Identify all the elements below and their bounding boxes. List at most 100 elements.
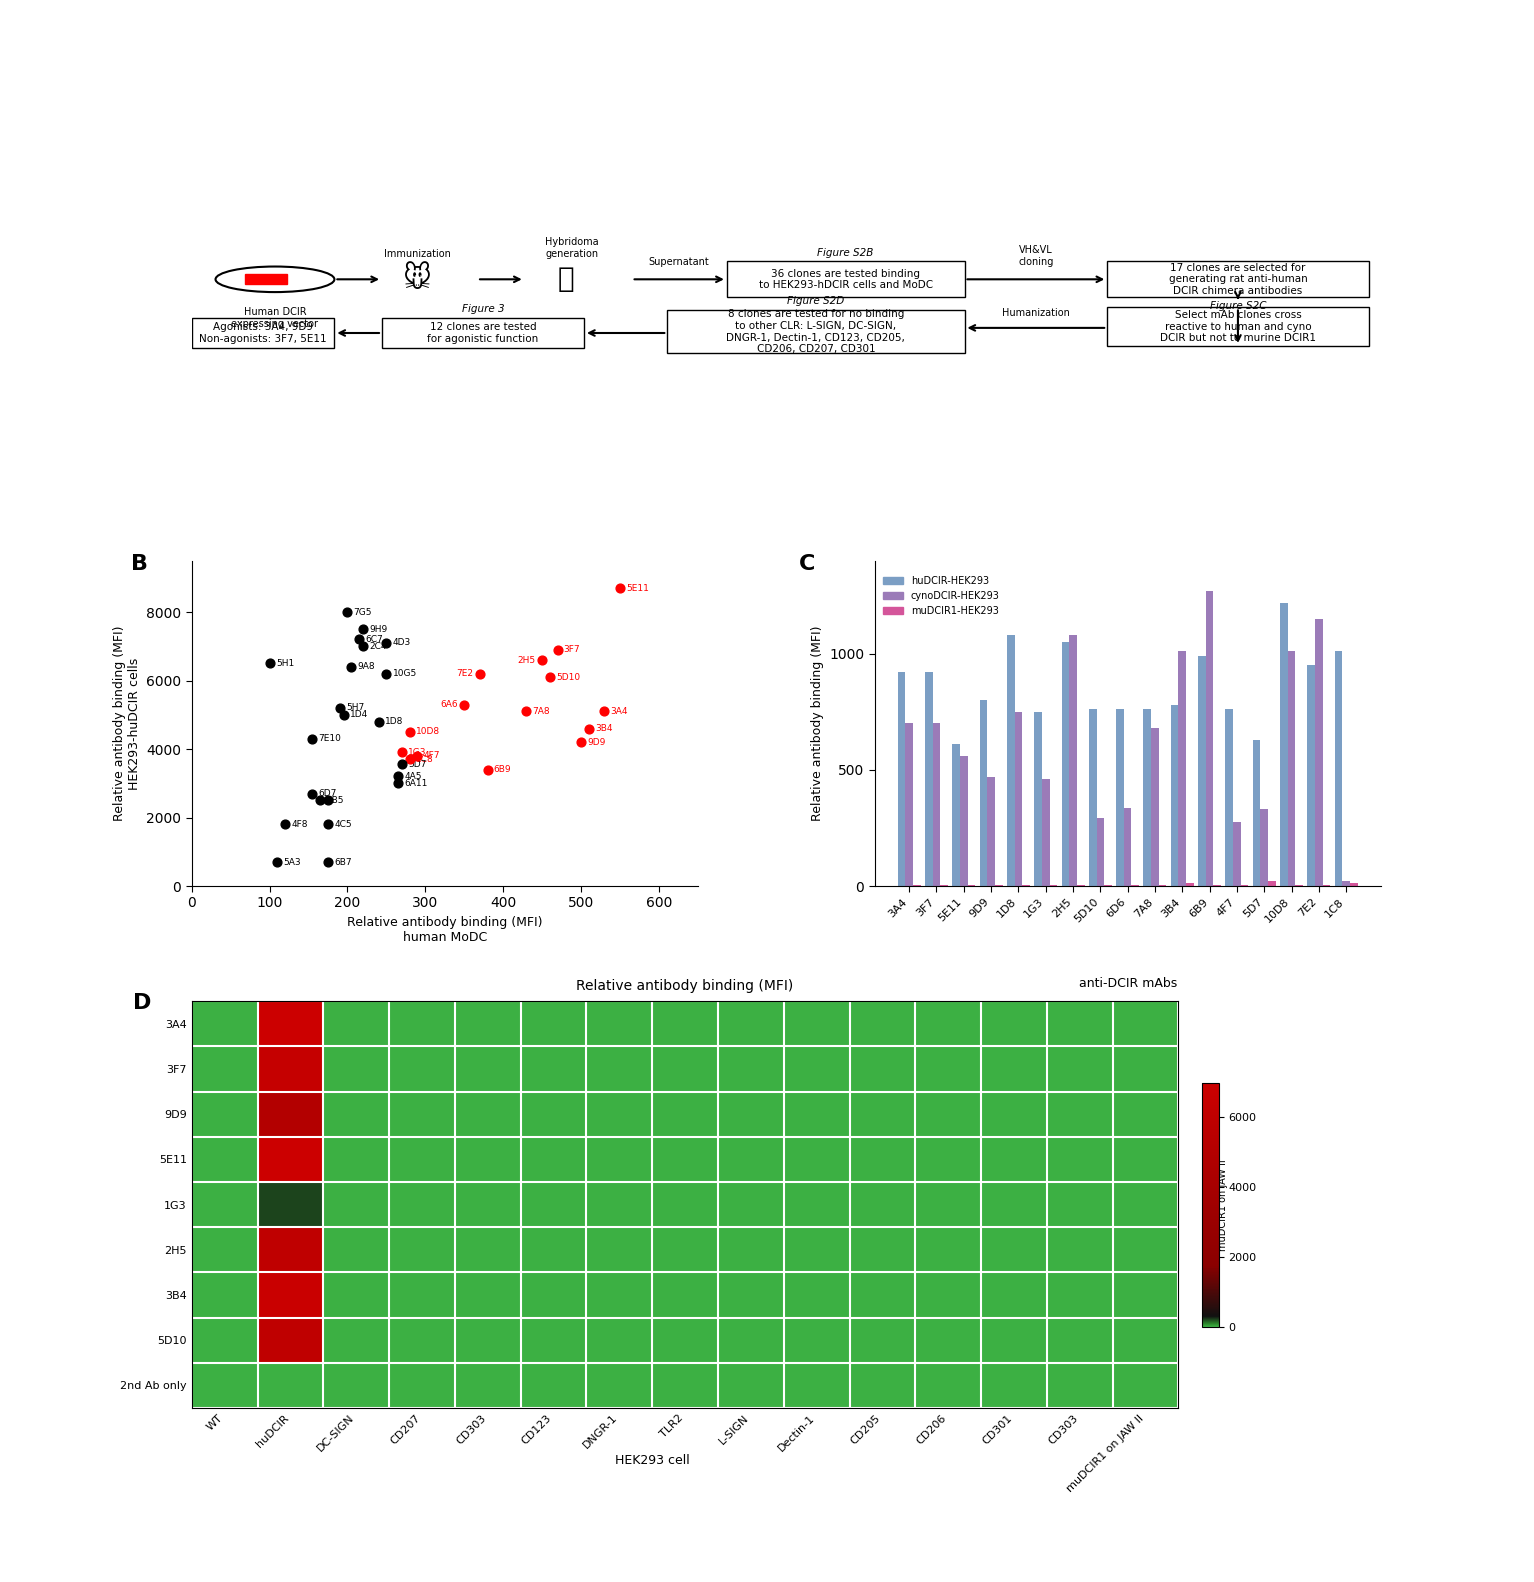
Text: Figure S2D: Figure S2D xyxy=(787,296,845,307)
Text: 6B7: 6B7 xyxy=(334,857,351,867)
Text: 🦠: 🦠 xyxy=(558,266,575,293)
Text: Figure S2C: Figure S2C xyxy=(1210,301,1266,312)
Bar xyxy=(1097,818,1104,886)
Bar xyxy=(1178,652,1186,886)
FancyBboxPatch shape xyxy=(667,310,965,353)
Bar xyxy=(1253,740,1261,886)
FancyBboxPatch shape xyxy=(192,318,334,348)
Text: 36 clones are tested binding
to HEK293-hDCIR cells and MoDC: 36 clones are tested binding to HEK293-h… xyxy=(758,269,933,290)
Text: muDCIR1 on JAW II: muDCIR1 on JAW II xyxy=(1218,1158,1227,1250)
Text: Agonists: 3A4, 9D9
Non-agonists: 3F7, 5E11: Agonists: 3A4, 9D9 Non-agonists: 3F7, 5E… xyxy=(199,323,327,343)
Bar xyxy=(1143,709,1150,886)
Text: 4D3: 4D3 xyxy=(393,639,411,647)
Bar xyxy=(960,756,968,886)
Bar xyxy=(925,672,933,886)
Bar xyxy=(1014,712,1022,886)
Point xyxy=(339,655,364,680)
Point xyxy=(351,617,376,642)
Text: B: B xyxy=(130,554,149,574)
Text: 🐭: 🐭 xyxy=(403,266,433,293)
Text: 5D7: 5D7 xyxy=(408,759,426,769)
Y-axis label: Relative antibody binding (MFI)
HEK293-huDCIR cells: Relative antibody binding (MFI) HEK293-h… xyxy=(112,625,141,821)
Point xyxy=(453,691,477,717)
Point xyxy=(347,626,371,652)
Text: 4B5: 4B5 xyxy=(327,796,344,805)
Text: 5A3: 5A3 xyxy=(284,857,301,867)
Text: 6A11: 6A11 xyxy=(405,778,428,788)
Text: 3A4: 3A4 xyxy=(611,707,627,717)
Point xyxy=(367,709,391,734)
Point xyxy=(273,812,298,837)
FancyBboxPatch shape xyxy=(1108,261,1368,297)
Point xyxy=(607,576,632,601)
Point xyxy=(592,699,617,725)
Bar xyxy=(1226,709,1233,886)
Text: 7E2: 7E2 xyxy=(457,669,474,679)
Point xyxy=(468,661,492,687)
Bar xyxy=(1034,712,1042,886)
FancyBboxPatch shape xyxy=(382,318,584,348)
Text: 12 clones are tested
for agonistic function: 12 clones are tested for agonistic funct… xyxy=(428,323,538,343)
Point xyxy=(390,751,414,777)
Text: anti-DCIR mAbs: anti-DCIR mAbs xyxy=(1078,978,1177,990)
Point xyxy=(385,764,410,789)
Bar xyxy=(1150,728,1158,886)
Point xyxy=(514,699,538,725)
Point xyxy=(374,661,399,687)
Bar xyxy=(1307,666,1315,886)
Text: 10G5: 10G5 xyxy=(393,669,417,679)
Text: Hybridoma
generation: Hybridoma generation xyxy=(546,237,598,259)
FancyBboxPatch shape xyxy=(1108,307,1368,346)
Point xyxy=(577,717,601,742)
Bar xyxy=(1233,823,1241,886)
Text: Humanization: Humanization xyxy=(1002,307,1069,318)
Bar xyxy=(1069,634,1077,886)
Text: 4C5: 4C5 xyxy=(334,819,351,829)
Text: 6A6: 6A6 xyxy=(440,701,459,709)
Text: 7E10: 7E10 xyxy=(319,734,342,744)
Bar xyxy=(1315,619,1322,886)
Text: 4A5: 4A5 xyxy=(405,772,422,782)
Point xyxy=(351,634,376,660)
Text: 6D7: 6D7 xyxy=(319,789,337,797)
Text: 17 clones are selected for
generating rat anti-human
DCIR chimera antibodies: 17 clones are selected for generating ra… xyxy=(1169,263,1307,296)
Bar xyxy=(1206,592,1213,886)
Text: 3B4: 3B4 xyxy=(595,725,612,732)
Text: 5H1: 5H1 xyxy=(276,660,295,668)
X-axis label: Relative antibody binding (MFI)
human MoDC: Relative antibody binding (MFI) human Mo… xyxy=(347,916,543,944)
Text: Supernatant: Supernatant xyxy=(649,256,710,266)
Text: 5D10: 5D10 xyxy=(555,672,580,682)
Text: 2C4: 2C4 xyxy=(370,642,387,650)
Point xyxy=(374,630,399,655)
Text: Human DCIR
expressing vector: Human DCIR expressing vector xyxy=(232,307,319,329)
FancyBboxPatch shape xyxy=(727,261,965,297)
Bar xyxy=(1350,883,1358,886)
Bar xyxy=(980,701,988,886)
Text: 9D9: 9D9 xyxy=(588,737,606,747)
Text: 4F8: 4F8 xyxy=(291,819,308,829)
Text: 8 clones are tested for no binding
to other CLR: L-SIGN, DC-SIGN,
DNGR-1, Dectin: 8 clones are tested for no binding to ot… xyxy=(727,310,905,354)
Point xyxy=(397,747,422,772)
Bar xyxy=(1198,657,1206,886)
Point xyxy=(405,744,430,769)
Text: C: C xyxy=(799,554,815,574)
Point xyxy=(316,788,341,813)
Text: 1D8: 1D8 xyxy=(385,717,403,726)
Point xyxy=(476,756,500,782)
Point xyxy=(258,650,282,676)
Text: 7A8: 7A8 xyxy=(532,707,551,717)
Point xyxy=(316,812,341,837)
Bar xyxy=(1062,642,1069,886)
Point xyxy=(569,729,594,755)
Bar xyxy=(1261,810,1269,886)
Bar xyxy=(1124,808,1132,886)
Point xyxy=(308,788,333,813)
Text: 9A8: 9A8 xyxy=(357,663,376,671)
Title: Relative antibody binding (MFI): Relative antibody binding (MFI) xyxy=(577,979,793,993)
Bar xyxy=(1342,881,1350,886)
Text: 4F7: 4F7 xyxy=(423,751,440,761)
Bar xyxy=(1089,709,1097,886)
Bar xyxy=(1006,634,1014,886)
Legend: huDCIR-HEK293, cynoDCIR-HEK293, muDCIR1-HEK293: huDCIR-HEK293, cynoDCIR-HEK293, muDCIR1-… xyxy=(879,573,1003,620)
Point xyxy=(390,740,414,766)
